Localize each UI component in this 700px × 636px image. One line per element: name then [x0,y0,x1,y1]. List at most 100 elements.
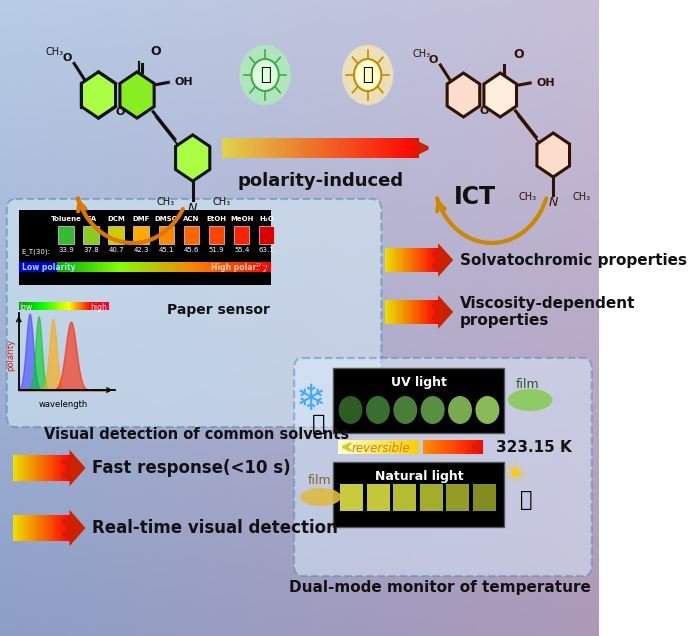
Bar [267,262,269,272]
Bar [386,248,388,272]
Bar [50,302,51,310]
Polygon shape [120,72,154,118]
Bar [80,262,83,272]
Text: CH₃: CH₃ [412,49,430,59]
Bar [401,300,402,324]
Bar [413,440,415,454]
Bar [66,515,68,541]
Bar [301,138,304,158]
Bar [428,300,429,324]
Bar [96,302,97,310]
Bar [25,455,27,481]
Bar [370,138,372,158]
Bar [426,300,427,324]
Bar [93,302,95,310]
Bar [28,302,29,310]
Bar [167,262,169,272]
Bar [234,138,237,158]
Bar [370,440,372,454]
Bar [391,248,392,272]
Text: 💡: 💡 [363,66,373,84]
Bar [405,300,406,324]
Bar [399,300,400,324]
Bar [32,302,34,310]
Bar [134,262,135,272]
Bar [144,262,146,272]
Text: 51.9: 51.9 [209,247,225,253]
Bar [24,262,25,272]
Bar [64,302,65,310]
Bar [129,262,130,272]
Bar [47,302,48,310]
Bar [117,262,119,272]
Polygon shape [438,243,453,277]
Bar [53,302,54,310]
Circle shape [393,396,417,424]
Bar [353,138,356,158]
Circle shape [448,396,472,424]
Bar [415,248,416,272]
Bar [438,248,439,272]
Bar [101,262,102,272]
Bar [395,248,396,272]
Bar [38,455,40,481]
FancyBboxPatch shape [7,199,382,427]
Bar [482,440,484,454]
Bar [104,262,105,272]
Bar [338,440,340,454]
Bar [63,455,64,481]
Bar [32,455,33,481]
Bar [57,515,59,541]
Bar [82,302,83,310]
Circle shape [366,396,390,424]
Bar [48,515,49,541]
Bar [214,262,216,272]
Bar [425,300,426,324]
Text: Toluene: Toluene [50,216,81,222]
Bar [228,262,230,272]
Bar [90,302,92,310]
Circle shape [354,59,382,91]
Bar [62,262,64,272]
Bar [264,138,267,158]
Bar [447,440,449,454]
Bar [77,302,78,310]
Bar [118,262,120,272]
Bar [415,300,416,324]
Bar [276,138,279,158]
Text: 💡: 💡 [260,66,270,84]
Bar [66,262,69,272]
Bar [53,262,55,272]
Bar [21,515,22,541]
Bar [262,138,265,158]
Bar [107,262,108,272]
Text: N: N [188,202,197,215]
Bar [433,248,434,272]
Bar [52,515,53,541]
Text: CH₃: CH₃ [572,192,590,202]
Bar [121,262,122,272]
Bar [200,262,202,272]
Bar [107,302,108,310]
Bar [48,302,50,310]
Bar [78,262,80,272]
Bar [188,262,190,272]
Bar [314,138,316,158]
Bar [71,262,72,272]
Bar [113,262,115,272]
Bar [392,138,395,158]
Bar [422,248,423,272]
Bar [60,455,62,481]
Bar [156,262,158,272]
Bar [355,138,358,158]
Bar [134,226,149,244]
Text: Solvatochromic properties: Solvatochromic properties [460,252,687,268]
Bar [258,262,260,272]
Bar [437,440,438,454]
Bar [87,302,88,310]
Bar [46,302,47,310]
Text: 45.1: 45.1 [159,247,174,253]
Bar [303,138,307,158]
Bar [64,262,66,272]
Bar [90,262,91,272]
